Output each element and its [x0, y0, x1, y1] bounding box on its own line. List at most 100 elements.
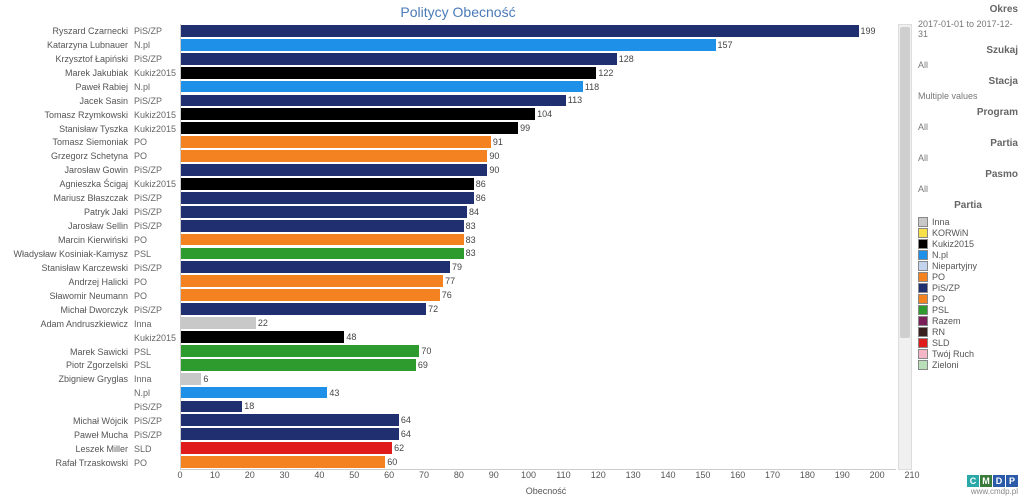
politician-party: N.pl — [134, 388, 176, 398]
legend-item[interactable]: Zieloni — [918, 360, 1018, 370]
legend-item[interactable]: Razem — [918, 316, 1018, 326]
filter-value-stacja[interactable]: Multiple values — [918, 91, 1018, 101]
chart-plot[interactable]: 199 157 128 122 118 113104 99 91 90 90 86 86 84 83 83 8… — [180, 24, 896, 470]
bar[interactable]: 70 — [181, 345, 419, 357]
politician-party: PiS/ZP — [134, 193, 176, 203]
bar[interactable]: 128 — [181, 53, 617, 65]
politician-name: Katarzyna Lubnauer — [4, 40, 128, 50]
legend-label: Twój Ruch — [932, 349, 974, 359]
legend-item[interactable]: Inna — [918, 217, 1018, 227]
logo-boxes: CMDP — [967, 475, 1018, 487]
bar[interactable]: 6 — [181, 373, 201, 385]
filter-value-okres[interactable]: 2017-01-01 to 2017-12-31 — [918, 19, 1018, 39]
legend-swatch — [918, 327, 928, 337]
bar-row: 122 — [181, 66, 896, 80]
bar[interactable]: 77 — [181, 275, 443, 287]
legend-item[interactable]: KORWiN — [918, 228, 1018, 238]
bar[interactable]: 64 — [181, 428, 399, 440]
x-tick: 70 — [419, 470, 429, 480]
legend-item[interactable]: Twój Ruch — [918, 349, 1018, 359]
legend-label: KORWiN — [932, 228, 968, 238]
bar[interactable]: 83 — [181, 248, 464, 260]
legend-item[interactable]: PO — [918, 272, 1018, 282]
x-tick: 0 — [177, 470, 182, 480]
bar[interactable]: 84 — [181, 206, 467, 218]
bar[interactable]: 64 — [181, 414, 399, 426]
x-tick: 20 — [245, 470, 255, 480]
politician-name: Mariusz Błaszczak — [4, 193, 128, 203]
bar[interactable]: 22 — [181, 317, 256, 329]
bar-row: 157 — [181, 38, 896, 52]
bar-value-label: 77 — [445, 276, 455, 286]
bar[interactable]: 60 — [181, 456, 385, 468]
filter-value-program[interactable]: All — [918, 122, 1018, 132]
legend-label: Zieloni — [932, 360, 959, 370]
bar[interactable]: 90 — [181, 150, 487, 162]
politician-party: PSL — [134, 347, 176, 357]
logo-letter: C — [967, 475, 979, 487]
filter-value-szukaj[interactable]: All — [918, 60, 1018, 70]
bar[interactable]: 69 — [181, 359, 416, 371]
y-axis-row: Jacek SasinPiS/ZP — [4, 94, 180, 108]
bar-row: 79 — [181, 260, 896, 274]
bar[interactable]: 72 — [181, 303, 426, 315]
bar[interactable]: 86 — [181, 192, 474, 204]
x-tick: 150 — [695, 470, 710, 480]
bar-row: 72 — [181, 302, 896, 316]
y-axis-row: Adam AndruszkiewiczInna — [4, 317, 180, 331]
x-tick: 90 — [489, 470, 499, 480]
bar[interactable]: 90 — [181, 164, 487, 176]
legend-label: Inna — [932, 217, 950, 227]
legend-item[interactable]: SLD — [918, 338, 1018, 348]
bar[interactable]: 199 — [181, 25, 859, 37]
legend-item[interactable]: Kukiz2015 — [918, 239, 1018, 249]
legend-label: PSL — [932, 305, 949, 315]
y-axis-row: Leszek MillerSLD — [4, 442, 180, 456]
bar[interactable]: 99 — [181, 122, 518, 134]
filter-value-pasmo[interactable]: All — [918, 184, 1018, 194]
politician-party: PiS/ZP — [134, 221, 176, 231]
bar[interactable]: 157 — [181, 39, 716, 51]
legend-item[interactable]: PiS/ZP — [918, 283, 1018, 293]
bar[interactable]: 18 — [181, 401, 242, 413]
bar[interactable]: 83 — [181, 234, 464, 246]
bar[interactable]: 86 — [181, 178, 474, 190]
filter-value-partia[interactable]: All — [918, 153, 1018, 163]
bar[interactable]: 118 — [181, 81, 583, 93]
logo-url[interactable]: www.cmdp.pl — [918, 487, 1018, 496]
bar[interactable]: 43 — [181, 387, 327, 399]
y-axis-row: Zbigniew GryglasInna — [4, 372, 180, 386]
bar[interactable]: 91 — [181, 136, 491, 148]
y-axis-row: PiS/ZP — [4, 400, 180, 414]
legend-label: RN — [932, 327, 945, 337]
x-tick: 180 — [800, 470, 815, 480]
scrollbar-vertical[interactable] — [898, 24, 912, 470]
x-tick: 110 — [556, 470, 570, 480]
bar[interactable]: 113 — [181, 95, 566, 107]
bar[interactable]: 83 — [181, 220, 464, 232]
bar[interactable]: 104 — [181, 108, 535, 120]
bar[interactable]: 48 — [181, 331, 344, 343]
politician-party: Inna — [134, 374, 176, 384]
scroll-thumb[interactable] — [900, 27, 910, 338]
politician-name: Andrzej Halicki — [4, 277, 128, 287]
legend-item[interactable]: N.pl — [918, 250, 1018, 260]
filter-label-partia: Partia — [918, 138, 1018, 149]
legend-item[interactable]: RN — [918, 327, 1018, 337]
logo-letter: P — [1006, 475, 1018, 487]
bar-row: 104 — [181, 107, 896, 121]
legend-item[interactable]: PSL — [918, 305, 1018, 315]
bar[interactable]: 62 — [181, 442, 392, 454]
bar[interactable]: 122 — [181, 67, 596, 79]
bar[interactable]: 76 — [181, 289, 440, 301]
y-axis-row: Stanisław KarczewskiPiS/ZP — [4, 261, 180, 275]
bar[interactable]: 79 — [181, 261, 450, 273]
politician-party: N.pl — [134, 40, 176, 50]
politician-name: Tomasz Siemoniak — [4, 137, 128, 147]
politician-name: Paweł Rabiej — [4, 82, 128, 92]
politician-party: Kukiz2015 — [134, 124, 176, 134]
bar-value-label: 84 — [469, 207, 479, 217]
legend-item[interactable]: Niepartyjny — [918, 261, 1018, 271]
legend-item[interactable]: PO — [918, 294, 1018, 304]
politician-name: Paweł Mucha — [4, 430, 128, 440]
